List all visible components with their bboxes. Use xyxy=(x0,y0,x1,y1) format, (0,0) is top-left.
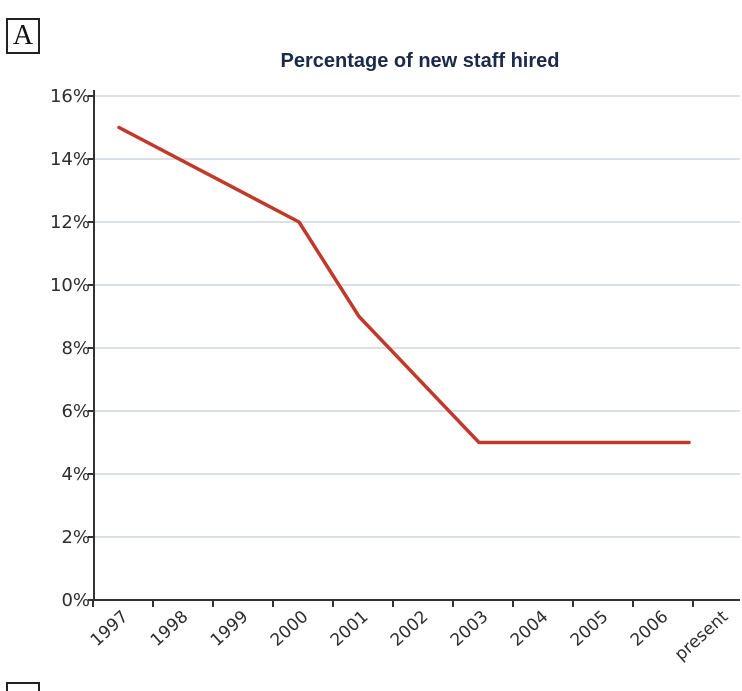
y-tick-label: 6% xyxy=(61,401,90,422)
x-tick-label: 2005 xyxy=(567,607,613,651)
x-tick-label: 1998 xyxy=(147,607,193,651)
y-tick-label: 14% xyxy=(50,149,90,170)
x-tick-label: 2006 xyxy=(627,607,673,651)
grid-lines xyxy=(94,95,740,538)
series-line xyxy=(117,125,691,445)
chart-title: Percentage of new staff hired xyxy=(281,50,560,72)
next-panel-label-box xyxy=(6,682,40,691)
x-tick-label: 2001 xyxy=(327,607,373,651)
x-axis-ticks: 1997 1998 1999 2000 2001 2002 2003 2004 2005 2006… xyxy=(87,607,733,665)
y-axis-ticks: 0% 2% 4% 6% 8% 10% 12% 14% 16% xyxy=(50,86,90,611)
axes xyxy=(88,90,740,607)
y-tick-label: 8% xyxy=(61,338,90,359)
series-layer xyxy=(117,125,691,445)
y-tick-label: 16% xyxy=(50,86,90,107)
x-tick-label: 2004 xyxy=(507,607,553,651)
x-tick-label: 2003 xyxy=(447,607,493,651)
y-tick-label: 12% xyxy=(50,212,90,233)
y-tick-label: 0% xyxy=(61,590,90,611)
y-tick-label: 10% xyxy=(50,275,90,296)
x-tick-label: present xyxy=(671,607,733,665)
x-tick-label: 1997 xyxy=(87,607,133,651)
x-tick-label: 1999 xyxy=(207,607,253,651)
y-tick-label: 4% xyxy=(61,464,90,485)
panel-label: A xyxy=(6,18,40,54)
y-tick-label: 2% xyxy=(61,527,90,548)
x-tick-label: 2000 xyxy=(267,607,313,651)
x-tick-label: 2002 xyxy=(387,607,433,651)
